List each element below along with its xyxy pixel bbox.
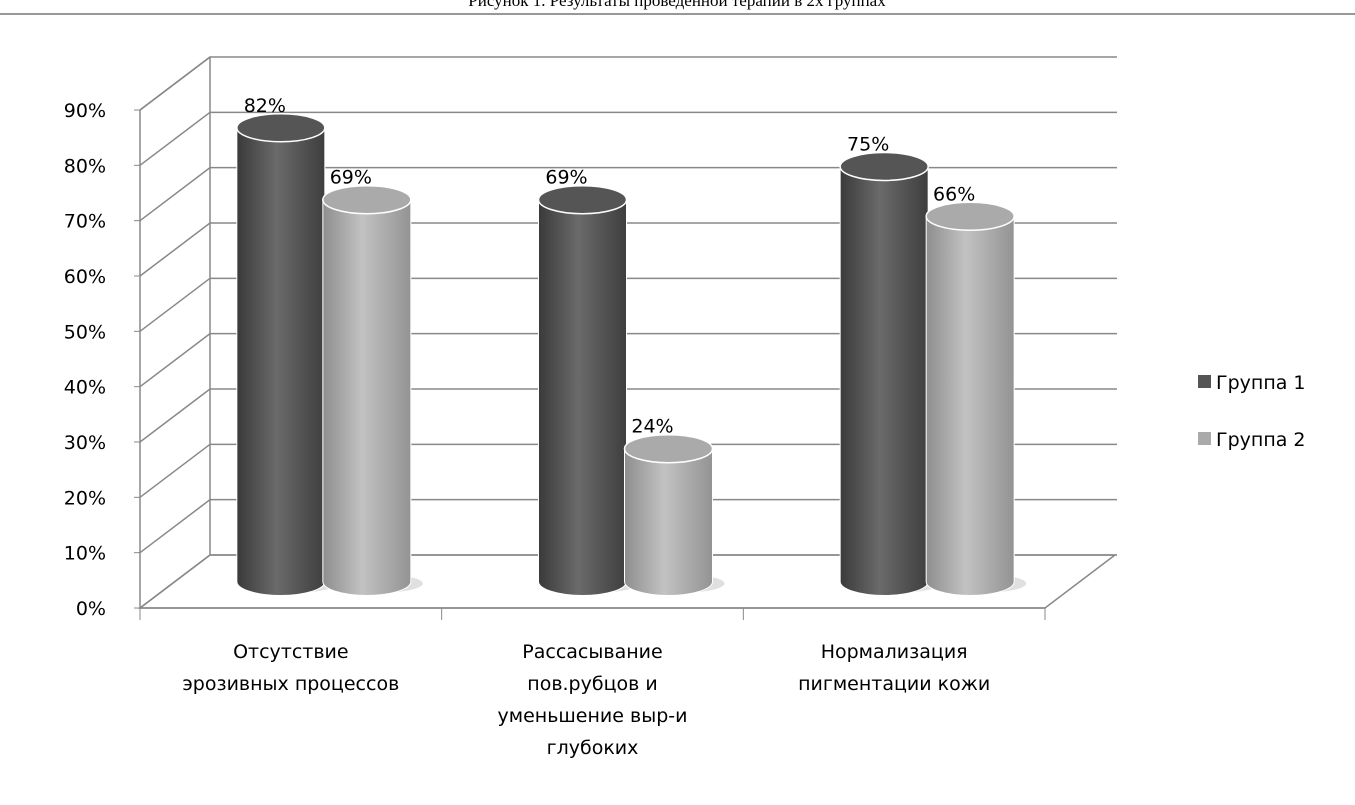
grid-line	[139, 222, 1117, 277]
y-tick-label: 10%	[64, 543, 106, 565]
grid-line	[139, 388, 1117, 443]
grid-line	[139, 498, 1117, 554]
legend-label: Группа 2	[1216, 429, 1306, 451]
bar	[925, 215, 1015, 597]
grid-line	[139, 56, 1117, 111]
bar-top	[537, 184, 628, 215]
y-tick-label: 90%	[64, 100, 106, 122]
x-tick-label: Отсутствие эрозивных процессов	[182, 641, 400, 695]
y-tick-label: 70%	[64, 211, 106, 233]
grid-line	[139, 443, 1117, 498]
y-tick-label: 20%	[64, 487, 106, 509]
y-tick-label: 80%	[64, 155, 106, 177]
bar	[538, 199, 627, 596]
legend-swatch	[1198, 375, 1211, 388]
bar-top	[623, 433, 714, 464]
value-label: 24%	[631, 416, 673, 438]
value-label: 69%	[330, 167, 372, 189]
legend-label: Группа 1	[1216, 372, 1306, 394]
bar-top	[236, 113, 326, 143]
bar-top	[925, 201, 1015, 232]
value-label: 75%	[847, 134, 889, 156]
grid-line	[139, 166, 1117, 222]
value-label: 66%	[933, 183, 975, 205]
x-tick-label: Нормализация пигментации кожи	[798, 641, 991, 695]
y-tick-label: 30%	[64, 432, 106, 454]
bar-top	[839, 151, 929, 182]
y-tick-label: 40%	[64, 377, 106, 399]
y-tick-label: 0%	[76, 598, 106, 620]
value-label: 69%	[545, 167, 587, 189]
value-label: 82%	[244, 95, 286, 117]
y-tick-label: 60%	[64, 266, 106, 288]
chart-title: Рисунок 1. Результаты проведенной терапи…	[468, 0, 886, 10]
y-tick-label: 50%	[64, 321, 106, 343]
bar	[322, 199, 412, 596]
bar	[236, 127, 326, 596]
legend-swatch	[1198, 432, 1211, 445]
x-tick-label: Рассасывание пов.рубцов и уменьшение выр…	[497, 641, 688, 759]
grid-line	[139, 332, 1117, 388]
grid-line	[139, 111, 1117, 166]
grid-line	[139, 277, 1117, 332]
bar	[839, 166, 929, 596]
grid-line	[139, 554, 1117, 609]
bar-top	[322, 184, 412, 215]
bar	[624, 448, 713, 596]
